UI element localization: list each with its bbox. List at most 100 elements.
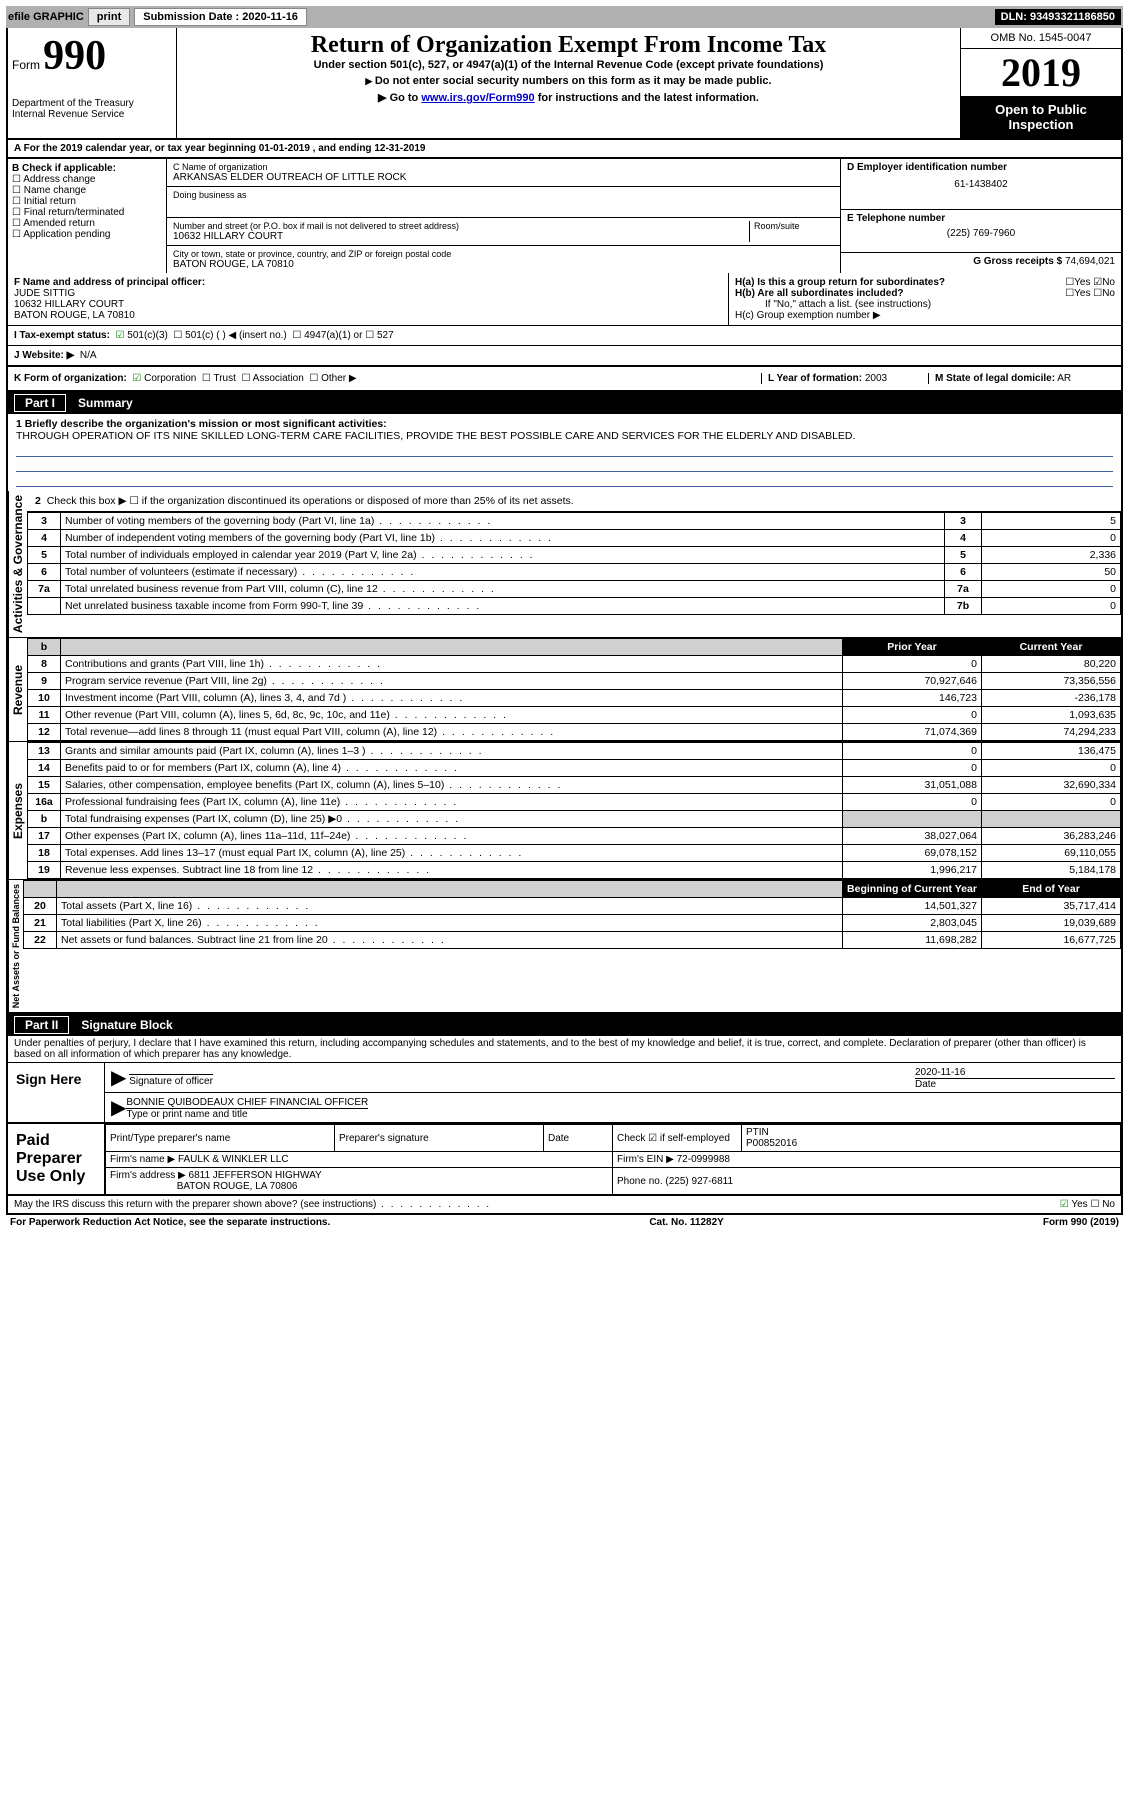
paid-label: Paid Preparer Use Only bbox=[8, 1124, 105, 1194]
firm-ein: 72-0999988 bbox=[677, 1154, 730, 1165]
ptin-label: PTIN bbox=[746, 1127, 769, 1138]
footer-right: Form 990 (2019) bbox=[1043, 1217, 1119, 1228]
firm-addr: 6811 JEFFERSON HIGHWAY bbox=[189, 1170, 322, 1181]
form-title: Return of Organization Exempt From Incom… bbox=[185, 32, 952, 59]
firm-name-label: Firm's name ▶ bbox=[110, 1154, 175, 1165]
footer-left: For Paperwork Reduction Act Notice, see … bbox=[10, 1217, 330, 1228]
discuss-no[interactable]: No bbox=[1090, 1199, 1115, 1210]
officer-label: F Name and address of principal officer: bbox=[14, 277, 205, 288]
addr-label: Number and street (or P.O. box if mail i… bbox=[173, 221, 749, 231]
instructions-link[interactable]: www.irs.gov/Form990 bbox=[421, 92, 534, 104]
firm-phone: (225) 927-6811 bbox=[665, 1176, 733, 1187]
vert-expenses: Expenses bbox=[8, 742, 27, 879]
opt-other[interactable]: Other ▶ bbox=[309, 373, 356, 384]
sig-officer-label: Signature of officer bbox=[129, 1074, 213, 1087]
ha-label: H(a) Is this a group return for subordin… bbox=[735, 277, 1115, 288]
check-final[interactable]: Final return/terminated bbox=[12, 207, 162, 218]
penalty-text: Under penalties of perjury, I declare th… bbox=[6, 1036, 1123, 1062]
vert-netassets: Net Assets or Fund Balances bbox=[8, 880, 23, 1012]
org-name: ARKANSAS ELDER OUTREACH OF LITTLE ROCK bbox=[173, 172, 834, 183]
officer-printed-name: BONNIE QUIBODEAUX CHIEF FINANCIAL OFFICE… bbox=[126, 1097, 368, 1108]
check-address[interactable]: Address change bbox=[12, 174, 162, 185]
line2-text: Check this box ▶ ☐ if the organization d… bbox=[47, 495, 574, 507]
col-b-label: B Check if applicable: bbox=[12, 163, 116, 174]
name-title-label: Type or print name and title bbox=[126, 1108, 368, 1120]
form-prefix: Form bbox=[12, 58, 40, 72]
opt-527[interactable]: 527 bbox=[365, 330, 393, 341]
expenses-section: Expenses 13Grants and similar amounts pa… bbox=[6, 742, 1123, 880]
form-header: Form 990 Department of the Treasury Inte… bbox=[6, 28, 1123, 140]
vert-activities: Activities & Governance bbox=[8, 491, 27, 637]
submission-date: Submission Date : 2020-11-16 bbox=[134, 8, 307, 26]
tax-year: 2019 bbox=[961, 49, 1121, 96]
self-employed[interactable]: Check ☑ if self-employed bbox=[613, 1125, 742, 1152]
officer-addr1: 10632 HILLARY COURT bbox=[14, 299, 124, 310]
opt-4947[interactable]: 4947(a)(1) or bbox=[292, 330, 362, 341]
city-state-zip: BATON ROUGE, LA 70810 bbox=[173, 259, 834, 270]
firm-city: BATON ROUGE, LA 70806 bbox=[177, 1181, 298, 1192]
current-year-header: Current Year bbox=[982, 639, 1121, 656]
ptin-value: P00852016 bbox=[746, 1138, 797, 1149]
section-a: A For the 2019 calendar year, or tax yea… bbox=[6, 140, 1123, 159]
form-org-label: K Form of organization: bbox=[14, 373, 127, 384]
sig-date-label: Date bbox=[915, 1078, 1115, 1090]
tax-exempt-label: I Tax-exempt status: bbox=[14, 330, 110, 341]
part2-header: Part II Signature Block bbox=[6, 1014, 1123, 1036]
city-label: City or town, state or province, country… bbox=[173, 249, 834, 259]
phone-value: (225) 769-7960 bbox=[847, 228, 1115, 239]
website-value: N/A bbox=[80, 350, 97, 361]
ein-label: D Employer identification number bbox=[847, 162, 1007, 173]
part1-header: Part I Summary bbox=[6, 392, 1123, 414]
ein-value: 61-1438402 bbox=[847, 179, 1115, 190]
hb-note: If "No," attach a list. (see instruction… bbox=[735, 299, 1115, 310]
ha-text: H(a) Is this a group return for subordin… bbox=[735, 277, 945, 288]
col-right: D Employer identification number 61-1438… bbox=[841, 159, 1121, 273]
open-public-label: Open to Public Inspection bbox=[961, 96, 1121, 138]
line1-label: 1 Briefly describe the organization's mi… bbox=[16, 418, 387, 430]
firm-phone-label: Phone no. bbox=[617, 1176, 663, 1187]
note-ssn: Do not enter social security numbers on … bbox=[185, 75, 952, 87]
part1-num: Part I bbox=[14, 394, 66, 412]
row-fh: F Name and address of principal officer:… bbox=[6, 273, 1123, 326]
check-amended[interactable]: Amended return bbox=[12, 218, 162, 229]
phone-label: E Telephone number bbox=[847, 213, 945, 224]
state-domicile-label: M State of legal domicile: bbox=[935, 373, 1055, 384]
lines-activities: 3Number of voting members of the governi… bbox=[27, 512, 1121, 615]
row-i: I Tax-exempt status: 501(c)(3) 501(c) ( … bbox=[6, 326, 1123, 346]
state-domicile: AR bbox=[1057, 373, 1071, 384]
lines-expenses: 13Grants and similar amounts paid (Part … bbox=[27, 742, 1121, 879]
dba-label: Doing business as bbox=[173, 190, 834, 200]
dln-label: DLN: 93493321186850 bbox=[995, 9, 1121, 25]
gross-label: G Gross receipts $ bbox=[973, 256, 1062, 267]
discuss-row: May the IRS discuss this return with the… bbox=[6, 1196, 1123, 1215]
print-button[interactable]: print bbox=[88, 8, 130, 26]
top-bar: efile GRAPHIC print Submission Date : 20… bbox=[6, 6, 1123, 28]
row-klm: K Form of organization: Corporation Trus… bbox=[6, 367, 1123, 392]
year-formation-label: L Year of formation: bbox=[768, 373, 862, 384]
street-address: 10632 HILLARY COURT bbox=[173, 231, 749, 242]
opt-trust[interactable]: Trust bbox=[202, 373, 236, 384]
opt-corp[interactable]: Corporation bbox=[132, 373, 196, 384]
prep-sig-label: Preparer's signature bbox=[335, 1125, 544, 1152]
opt-501c[interactable]: 501(c) ( ) ◀ (insert no.) bbox=[173, 330, 286, 341]
check-initial[interactable]: Initial return bbox=[12, 196, 162, 207]
dept-label: Department of the Treasury bbox=[12, 98, 172, 109]
hc-label: H(c) Group exemption number ▶ bbox=[735, 310, 1115, 321]
lines-revenue: b Prior Year Current Year 8Contributions… bbox=[27, 638, 1121, 741]
col-b: B Check if applicable: Address change Na… bbox=[8, 159, 167, 273]
year-formation: 2003 bbox=[865, 373, 887, 384]
form-number: 990 bbox=[43, 33, 106, 79]
prep-name-label: Print/Type preparer's name bbox=[106, 1125, 335, 1152]
note-instructions: ▶ Go to www.irs.gov/Form990 for instruct… bbox=[185, 91, 952, 104]
check-name[interactable]: Name change bbox=[12, 185, 162, 196]
note2-pre: Go to bbox=[390, 92, 422, 104]
gross-value: 74,694,021 bbox=[1065, 256, 1115, 267]
check-pending[interactable]: Application pending bbox=[12, 229, 162, 240]
opt-assoc[interactable]: Association bbox=[241, 373, 303, 384]
activities-section: Activities & Governance 2 Check this box… bbox=[6, 491, 1123, 638]
discuss-yes[interactable]: Yes bbox=[1060, 1199, 1088, 1210]
firm-ein-label: Firm's EIN ▶ bbox=[617, 1154, 674, 1165]
paid-preparer-block: Paid Preparer Use Only Print/Type prepar… bbox=[6, 1124, 1123, 1196]
opt-501c3[interactable]: 501(c)(3) bbox=[116, 330, 168, 341]
part1-title: Summary bbox=[78, 396, 133, 410]
